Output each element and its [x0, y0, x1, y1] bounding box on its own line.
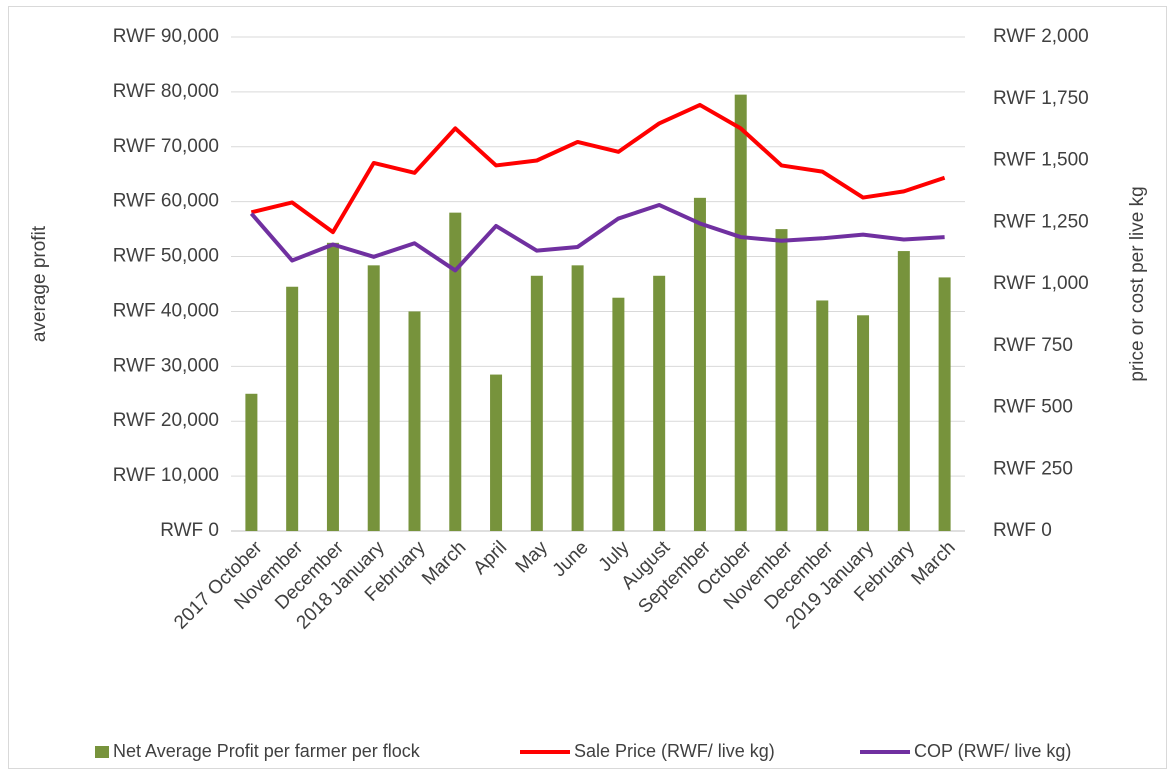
- legend-swatch: [95, 746, 109, 758]
- line-series: [250, 102, 946, 235]
- bar: [857, 315, 870, 531]
- bar: [245, 393, 258, 531]
- y2-tick-label: RWF 250: [993, 458, 1073, 479]
- bar: [693, 197, 706, 531]
- bar: [326, 242, 339, 532]
- y-tick-label: RWF 30,000: [113, 355, 219, 376]
- bar: [449, 212, 462, 531]
- bar: [286, 286, 299, 531]
- y-tick-label: RWF 20,000: [113, 410, 219, 431]
- y-tick-label: RWF 90,000: [113, 26, 219, 47]
- y-tick-label: RWF 40,000: [113, 300, 219, 321]
- line-series: [249, 202, 945, 273]
- bar: [408, 311, 421, 531]
- bar: [367, 265, 380, 531]
- y-tick-label: RWF 0: [160, 520, 219, 541]
- y2-tick-label: RWF 1,750: [993, 88, 1089, 109]
- y2-tick-label: RWF 1,250: [993, 211, 1089, 232]
- y-tick-label: RWF 70,000: [113, 136, 219, 157]
- y-axis-title: average profit: [29, 225, 50, 342]
- legend: Net Average Profit per farmer per flock S…: [95, 741, 1071, 761]
- bar: [734, 94, 747, 531]
- y2-tick-label: RWF 500: [993, 397, 1073, 418]
- y-tick-label: RWF 10,000: [113, 465, 219, 486]
- y2-tick-label: RWF 2,000: [993, 26, 1089, 47]
- y2-tick-label: RWF 750: [993, 335, 1073, 356]
- bar: [816, 300, 829, 531]
- bar: [571, 265, 584, 531]
- legend-label: COP (RWF/ live kg): [914, 741, 1071, 761]
- legend-label: Net Average Profit per farmer per flock: [113, 741, 421, 761]
- bar: [775, 229, 788, 531]
- bar: [897, 251, 910, 532]
- bar: [938, 277, 951, 531]
- y-tick-label: RWF 60,000: [113, 191, 219, 212]
- bar: [490, 374, 503, 531]
- chart-border: [8, 6, 1167, 769]
- bar: [653, 275, 666, 531]
- y2-tick-label: RWF 0: [993, 520, 1052, 541]
- y2-tick-label: RWF 1,500: [993, 150, 1089, 171]
- bar: [530, 275, 543, 531]
- y-tick-label: RWF 80,000: [113, 81, 219, 102]
- legend-label: Sale Price (RWF/ live kg): [574, 741, 775, 761]
- y2-tick-label: RWF 1,000: [993, 273, 1089, 294]
- bar: [612, 297, 625, 531]
- y2-axis-title: price or cost per live kg: [1127, 186, 1148, 381]
- y-tick-label: RWF 50,000: [113, 246, 219, 267]
